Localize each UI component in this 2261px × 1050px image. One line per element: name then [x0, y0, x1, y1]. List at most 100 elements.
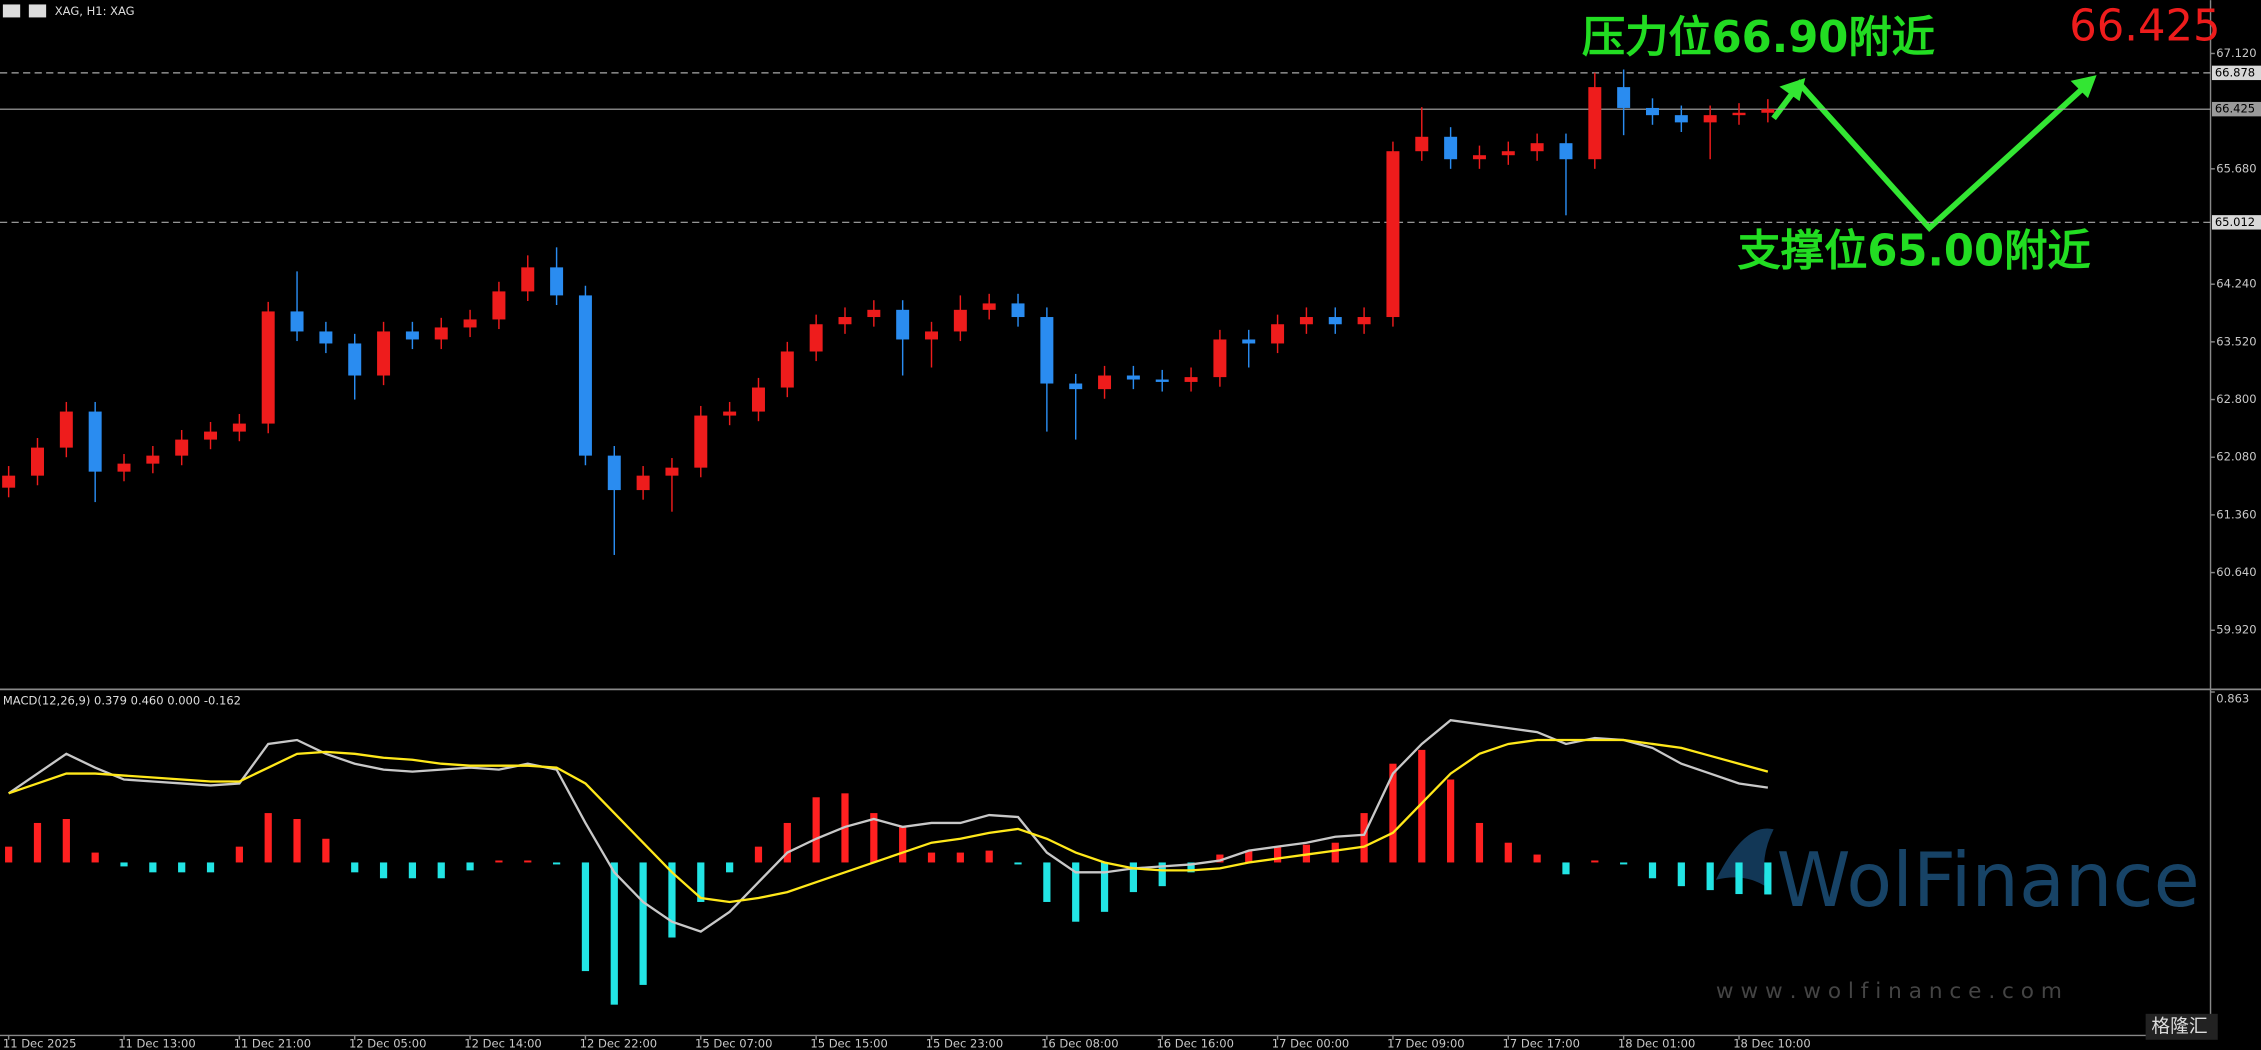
- candle-body: [1357, 317, 1371, 325]
- x-tick-label: 12 Dec 05:00: [349, 1037, 426, 1050]
- candle-body: [1098, 375, 1112, 390]
- level-label: 65.012: [2215, 215, 2255, 229]
- candle-body: [751, 387, 765, 412]
- candle-body: [896, 309, 910, 340]
- histogram-bar: [149, 862, 157, 873]
- indicator-line: [7, 719, 1769, 933]
- candle-body: [1011, 303, 1025, 318]
- x-tick-label: 17 Dec 17:00: [1503, 1037, 1580, 1050]
- y-tick-label: 65.680: [2216, 161, 2256, 175]
- candle-body: [88, 411, 102, 472]
- candle-body: [953, 309, 967, 332]
- histogram-bar: [1447, 779, 1455, 863]
- candle-body: [1674, 115, 1688, 123]
- candle-body: [1761, 109, 1775, 113]
- x-tick-label: 15 Dec 15:00: [810, 1037, 887, 1050]
- candle-body: [1646, 107, 1659, 116]
- candle-body: [982, 303, 996, 310]
- candle-body: [1530, 143, 1544, 152]
- histogram-bar: [1764, 862, 1772, 895]
- histogram-bar: [1129, 862, 1137, 893]
- candle-body: [290, 311, 304, 332]
- x-tick-label: 17 Dec 00:00: [1272, 1037, 1349, 1050]
- candle-body: [925, 331, 938, 340]
- histogram-bar: [697, 862, 705, 902]
- histogram-bar: [610, 862, 618, 1005]
- histogram-bar: [322, 838, 330, 863]
- level-label-box: [2211, 101, 2261, 117]
- histogram-bar: [783, 822, 791, 863]
- macd-title: MACD(12,26,9) 0.379 0.460 0.000 -0.162: [3, 693, 241, 707]
- candle-body: [1328, 317, 1342, 325]
- y-tick-label: 61.360: [2216, 507, 2256, 521]
- candle-body: [578, 295, 592, 456]
- candle-body: [1184, 377, 1198, 382]
- resistance-annotation: 压力位66.90附近: [1582, 13, 1935, 63]
- x-tick-label: 11 Dec 2025: [3, 1037, 77, 1050]
- candle-body: [1126, 375, 1140, 380]
- logo-box: [2145, 1013, 2218, 1040]
- histogram-bar: [1648, 862, 1657, 879]
- histogram-bar: [178, 862, 186, 873]
- arrow-head: [1779, 77, 1806, 102]
- histogram-bar: [639, 862, 647, 985]
- arrow-head: [2070, 75, 2097, 99]
- histogram-bar: [264, 813, 272, 863]
- candle-body: [1444, 136, 1458, 160]
- price-annotation: 66.425: [2069, 1, 2220, 51]
- histogram-bar: [1360, 813, 1368, 863]
- histogram-bar: [899, 826, 907, 863]
- histogram-bar: [1187, 862, 1195, 873]
- histogram-bar: [1620, 862, 1628, 865]
- histogram-bar: [1562, 862, 1570, 875]
- candle-body: [31, 447, 44, 476]
- candle-body: [2, 475, 16, 488]
- histogram-bar: [1158, 862, 1166, 887]
- candle-body: [1617, 87, 1631, 108]
- histogram-bar: [1504, 842, 1512, 863]
- candle-body: [780, 351, 794, 388]
- histogram-bar: [1533, 854, 1541, 863]
- candle-body: [175, 439, 189, 456]
- histogram-bar: [235, 846, 243, 863]
- x-tick-label: 12 Dec 14:00: [464, 1037, 541, 1050]
- candle-body: [1299, 317, 1313, 325]
- candle-body: [1559, 143, 1573, 160]
- histogram-bar: [466, 862, 474, 871]
- candle-body: [607, 455, 621, 491]
- y-tick-label: 62.080: [2216, 450, 2256, 464]
- histogram-bar: [552, 862, 561, 865]
- watermark-emblem: [1715, 828, 1774, 887]
- y-tick-label: 60.640: [2216, 565, 2256, 579]
- menu-icon[interactable]: [2, 4, 21, 18]
- candle-body: [809, 324, 823, 352]
- histogram-bar: [812, 797, 820, 863]
- candle-body: [232, 423, 246, 432]
- candle-body: [204, 431, 218, 440]
- level-label: 66.878: [2215, 65, 2255, 79]
- candle-body: [636, 475, 650, 491]
- candle-body: [1415, 136, 1429, 152]
- histogram-bar: [62, 819, 70, 863]
- chart-icon[interactable]: [28, 4, 47, 18]
- histogram-bar: [1043, 862, 1051, 902]
- candle-body: [1472, 155, 1486, 160]
- level-label: 66.425: [2215, 102, 2255, 116]
- candle-body: [319, 331, 333, 344]
- histogram-bar: [524, 860, 532, 863]
- candle-body: [723, 411, 737, 416]
- candle-body: [59, 411, 73, 448]
- histogram-bar: [927, 852, 936, 863]
- histogram-bar: [206, 862, 215, 873]
- candle-body: [1271, 324, 1285, 344]
- x-tick-label: 16 Dec 08:00: [1041, 1037, 1118, 1050]
- candle-body: [1501, 151, 1515, 156]
- histogram-bar: [293, 819, 301, 863]
- candle-body: [1242, 339, 1256, 344]
- histogram-bar: [437, 862, 445, 879]
- histogram-bar: [1418, 749, 1426, 863]
- candle-body: [1213, 339, 1227, 378]
- histogram-bar: [1273, 846, 1282, 863]
- x-tick-label: 16 Dec 16:00: [1156, 1037, 1233, 1050]
